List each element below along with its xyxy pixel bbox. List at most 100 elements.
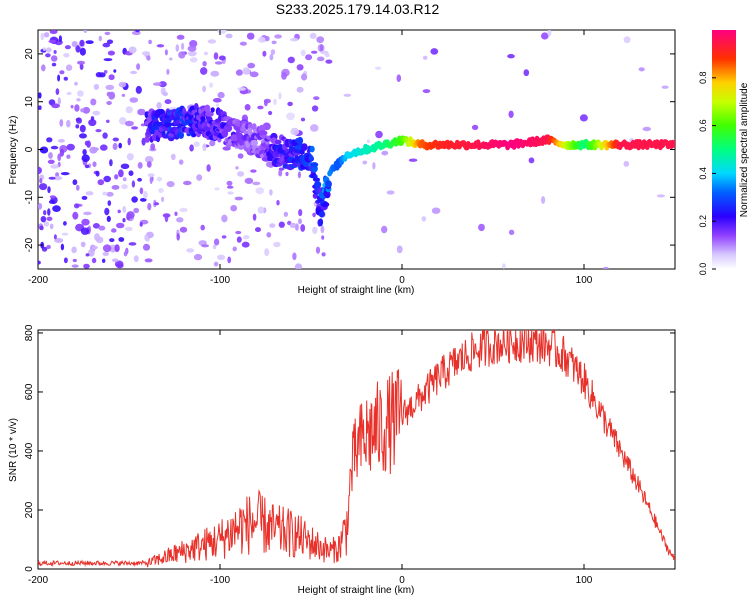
x-tick-label: -100 — [210, 275, 230, 286]
noise-speckle — [212, 98, 222, 103]
x-tick-label: 0 — [399, 575, 405, 586]
noise-speckle — [541, 196, 546, 204]
noise-speckle — [51, 62, 57, 67]
noise-speckle — [247, 62, 256, 69]
noise-speckle — [249, 71, 259, 78]
noise-speckle — [316, 56, 325, 62]
noise-speckle — [75, 44, 81, 53]
noise-speckle — [149, 176, 153, 184]
noise-speckle — [422, 55, 428, 60]
noise-speckle — [147, 173, 155, 178]
ridge-mark — [274, 139, 282, 145]
noise-speckle — [83, 263, 90, 269]
noise-speckle — [215, 103, 219, 107]
noise-speckle — [109, 159, 113, 167]
ridge-mark — [324, 190, 331, 199]
noise-speckle — [39, 183, 48, 191]
noise-speckle — [300, 224, 306, 232]
noise-speckle — [85, 191, 94, 196]
noise-speckle — [623, 36, 631, 44]
noise-speckle — [48, 176, 56, 180]
noise-speckle — [112, 137, 120, 142]
noise-speckle — [374, 66, 382, 70]
ridge-mark — [325, 180, 332, 188]
noise-speckle — [79, 63, 84, 70]
noise-speckle — [57, 97, 61, 105]
noise-speckle — [82, 106, 91, 114]
noise-speckle — [127, 137, 131, 146]
noise-speckle — [296, 86, 304, 93]
noise-speckle — [266, 232, 272, 238]
noise-speckle — [656, 194, 666, 198]
noise-speckle — [38, 260, 41, 265]
noise-speckle — [166, 181, 175, 188]
noise-speckle — [183, 180, 192, 186]
noise-speckle — [64, 45, 71, 50]
noise-speckle — [221, 214, 228, 223]
noise-speckle — [90, 116, 95, 121]
noise-speckle — [201, 244, 210, 248]
y-tick-label: 800 — [24, 324, 35, 341]
noise-speckle — [39, 225, 44, 231]
noise-speckle — [143, 190, 148, 199]
noise-speckle — [209, 139, 216, 147]
noise-speckle — [74, 81, 78, 86]
noise-speckle — [312, 226, 318, 234]
noise-speckle — [239, 41, 247, 46]
noise-speckle — [252, 213, 257, 221]
noise-speckle — [169, 57, 173, 61]
noise-speckle — [48, 152, 53, 159]
noise-speckle — [156, 176, 163, 182]
noise-speckle — [137, 177, 143, 182]
noise-speckle — [105, 84, 115, 90]
noise-speckle — [202, 85, 207, 93]
noise-speckle — [321, 252, 326, 257]
noise-speckle — [311, 50, 318, 54]
noise-speckle — [82, 149, 87, 156]
noise-speckle — [46, 137, 53, 143]
noise-speckle — [396, 245, 403, 254]
noise-speckle — [276, 199, 280, 206]
noise-speckle — [175, 44, 180, 52]
noise-speckle — [125, 226, 133, 232]
noise-speckle — [137, 162, 143, 169]
ridge-mark — [672, 140, 675, 146]
noise-speckle — [75, 124, 80, 129]
noise-speckle — [146, 55, 151, 61]
noise-speckle — [93, 83, 100, 90]
noise-speckle — [40, 216, 47, 223]
noise-speckle — [235, 230, 242, 235]
noise-speckle — [84, 140, 89, 146]
colorbar-ticks: 0.0 0.2 0.4 0.6 0.8 — [698, 72, 716, 275]
noise-speckle — [128, 46, 137, 54]
snr-xlabel: Height of straight line (km) — [298, 585, 415, 596]
noise-speckle — [321, 235, 325, 240]
noise-speckle — [210, 70, 220, 77]
noise-speckle — [156, 102, 162, 109]
noise-speckle — [286, 112, 295, 121]
noise-speckle — [106, 191, 114, 197]
noise-speckle — [638, 67, 645, 72]
noise-speckle — [200, 224, 205, 231]
y-tick-label: -10 — [24, 190, 35, 205]
noise-speckle — [45, 53, 51, 58]
noise-speckle — [119, 117, 127, 125]
noise-speckle — [257, 105, 264, 110]
noise-speckle — [112, 142, 118, 151]
noise-speckle — [273, 241, 281, 248]
noise-speckle — [246, 32, 255, 40]
noise-speckle — [471, 124, 479, 130]
noise-speckle — [49, 223, 54, 230]
noise-speckle — [325, 59, 333, 64]
noise-speckle — [232, 246, 237, 252]
noise-speckle — [50, 55, 58, 62]
noise-speckle — [111, 185, 120, 190]
noise-speckle — [60, 172, 70, 176]
noise-speckle — [271, 40, 277, 45]
noise-speckle — [227, 191, 234, 195]
noise-speckle — [319, 44, 324, 52]
noise-speckle — [541, 32, 549, 40]
noise-speckle — [63, 221, 67, 226]
noise-speckle — [38, 105, 42, 110]
noise-speckle — [54, 238, 64, 243]
